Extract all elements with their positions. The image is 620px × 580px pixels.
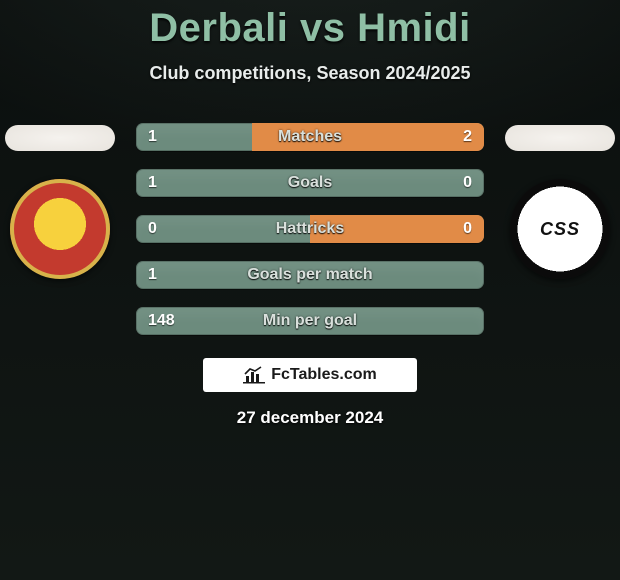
stat-value-left: 148 [148, 307, 175, 335]
page-title: Derbali vs Hmidi [0, 0, 620, 51]
page-subtitle: Club competitions, Season 2024/2025 [0, 63, 620, 84]
stat-bar: Min per goal148 [136, 307, 484, 335]
stat-value-left: 1 [148, 123, 157, 151]
stat-value-left: 1 [148, 169, 157, 197]
stat-bar: Goals1 0 [136, 169, 484, 197]
stat-bar: Goals per match1 [136, 261, 484, 289]
comparison-card: Derbali vs Hmidi Club competitions, Seas… [0, 0, 620, 580]
stat-label: Hattricks [136, 215, 484, 243]
stat-bar: Matches1 2 [136, 123, 484, 151]
stat-label: Min per goal [136, 307, 484, 335]
left-club-badge [10, 179, 110, 279]
date-text: 27 december 2024 [0, 408, 620, 428]
right-flag [505, 125, 615, 151]
stat-value-left: 1 [148, 261, 157, 289]
branding-badge: FcTables.com [203, 358, 417, 392]
branding-chart-icon [243, 366, 265, 384]
stat-value-right: 0 [463, 215, 472, 243]
left-column [0, 123, 120, 279]
stat-value-right: 2 [463, 123, 472, 151]
stat-value-left: 0 [148, 215, 157, 243]
branding-text: FcTables.com [271, 366, 377, 384]
right-club-text: CSS [540, 219, 580, 240]
stat-label: Goals per match [136, 261, 484, 289]
stat-bar: Hattricks0 0 [136, 215, 484, 243]
stat-label: Matches [136, 123, 484, 151]
right-column: CSS [500, 123, 620, 279]
left-flag [5, 125, 115, 151]
stat-bars: Matches12Goals10Hattricks00Goals per mat… [136, 123, 484, 353]
right-club-badge: CSS [510, 179, 610, 279]
stat-label: Goals [136, 169, 484, 197]
stat-value-right: 0 [463, 169, 472, 197]
